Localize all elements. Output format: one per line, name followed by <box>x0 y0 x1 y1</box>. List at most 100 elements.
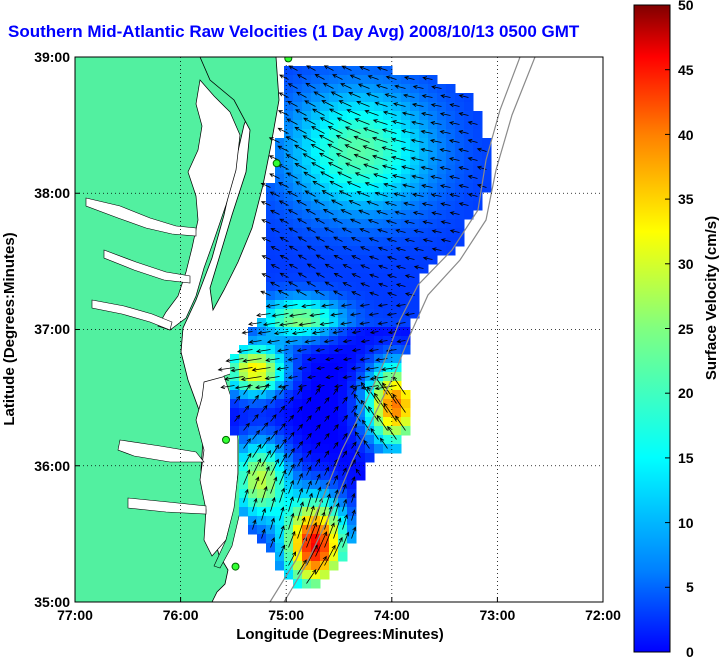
velocity-arrow <box>270 228 280 233</box>
velocity-cell <box>302 111 312 121</box>
velocity-arrow <box>287 281 298 287</box>
velocity-cell <box>392 246 402 256</box>
velocity-arrow <box>260 290 271 296</box>
x-tick-label: 75:00 <box>268 607 304 623</box>
velocity-cell <box>284 489 294 499</box>
velocity-cell <box>410 300 420 310</box>
velocity-arrow <box>306 432 312 440</box>
velocity-cell <box>257 408 267 418</box>
velocity-cell <box>383 138 393 148</box>
velocity-arrow <box>264 376 280 381</box>
velocity-cell <box>338 210 348 220</box>
velocity-cell <box>365 408 375 418</box>
velocity-cell <box>329 372 339 382</box>
velocity-cell <box>356 66 366 76</box>
velocity-cell <box>482 156 492 166</box>
velocity-cell <box>248 489 258 499</box>
velocity-cell <box>347 66 357 76</box>
velocity-cell <box>410 156 420 166</box>
velocity-cell <box>239 462 249 472</box>
velocity-cell <box>410 201 420 211</box>
velocity-arrow <box>311 162 325 170</box>
velocity-cell <box>392 192 402 202</box>
velocity-cell <box>275 174 285 184</box>
velocity-cell <box>266 363 276 373</box>
velocity-arrow <box>439 148 451 153</box>
velocity-cell <box>428 192 438 202</box>
velocity-cell <box>275 192 285 202</box>
velocity-cell <box>329 444 339 454</box>
velocity-cell <box>428 183 438 193</box>
velocity-cell <box>311 192 321 202</box>
velocity-cell <box>293 147 303 157</box>
velocity-cell <box>284 417 294 427</box>
velocity-cell <box>311 210 321 220</box>
velocity-arrow <box>297 366 307 371</box>
velocity-arrow <box>324 544 336 566</box>
velocity-cell <box>374 237 384 247</box>
velocity-cell <box>239 381 249 391</box>
radar-station-marker <box>272 159 281 168</box>
velocity-cell <box>347 318 357 328</box>
velocity-cell <box>356 336 366 346</box>
velocity-cell <box>347 507 357 517</box>
velocity-cell <box>239 489 249 499</box>
velocity-cell <box>383 363 393 373</box>
velocity-cell <box>293 273 303 283</box>
velocity-arrow <box>395 283 406 288</box>
velocity-arrow <box>359 357 370 362</box>
velocity-arrow <box>357 83 370 89</box>
velocity-arrow <box>312 180 325 188</box>
velocity-cell <box>455 174 465 184</box>
velocity-cell <box>473 183 483 193</box>
velocity-cell <box>293 93 303 103</box>
velocity-cell <box>248 390 258 400</box>
velocity-cell <box>464 93 474 103</box>
velocity-cell <box>347 129 357 139</box>
velocity-cell <box>401 183 411 193</box>
velocity-cell <box>302 282 312 292</box>
velocity-cell <box>284 255 294 265</box>
velocity-arrow <box>306 505 315 530</box>
velocity-cell <box>347 75 357 85</box>
velocity-cell <box>365 417 375 427</box>
velocity-cell <box>410 264 420 274</box>
velocity-cell <box>293 291 303 301</box>
velocity-arrow <box>364 182 379 188</box>
velocity-arrow <box>324 245 334 251</box>
velocity-arrow <box>333 384 343 389</box>
velocity-cell <box>284 246 294 256</box>
velocity-arrow <box>294 126 307 134</box>
velocity-cell <box>320 570 330 580</box>
velocity-arrow <box>440 238 451 243</box>
velocity-arrow <box>431 229 442 234</box>
velocity-arrow <box>279 385 286 395</box>
velocity-arrow <box>279 322 298 327</box>
velocity-cell <box>401 102 411 112</box>
velocity-arrow <box>287 357 298 362</box>
velocity-cell <box>239 363 249 373</box>
velocity-arrow <box>314 74 325 80</box>
velocity-arrow <box>340 303 352 308</box>
velocity-arrow <box>288 551 297 566</box>
velocity-cell <box>302 489 312 499</box>
velocity-cell <box>365 453 375 463</box>
velocity-cell <box>356 417 366 427</box>
velocity-cell <box>401 345 411 355</box>
velocity-arrow <box>234 395 241 404</box>
velocity-cell <box>410 111 420 121</box>
velocity-cell <box>347 300 357 310</box>
velocity-arrow <box>349 312 361 317</box>
velocity-arrow <box>315 348 325 353</box>
velocity-cell <box>284 273 294 283</box>
velocity-arrow <box>279 525 285 539</box>
velocity-cell <box>302 327 312 337</box>
velocity-arrow <box>261 255 271 260</box>
velocity-cell <box>365 75 375 85</box>
velocity-arrow <box>243 422 250 431</box>
velocity-cell <box>419 210 429 220</box>
velocity-cell <box>293 156 303 166</box>
velocity-arrow <box>306 480 312 494</box>
velocity-cell <box>311 561 321 571</box>
velocity-cell <box>374 66 384 76</box>
